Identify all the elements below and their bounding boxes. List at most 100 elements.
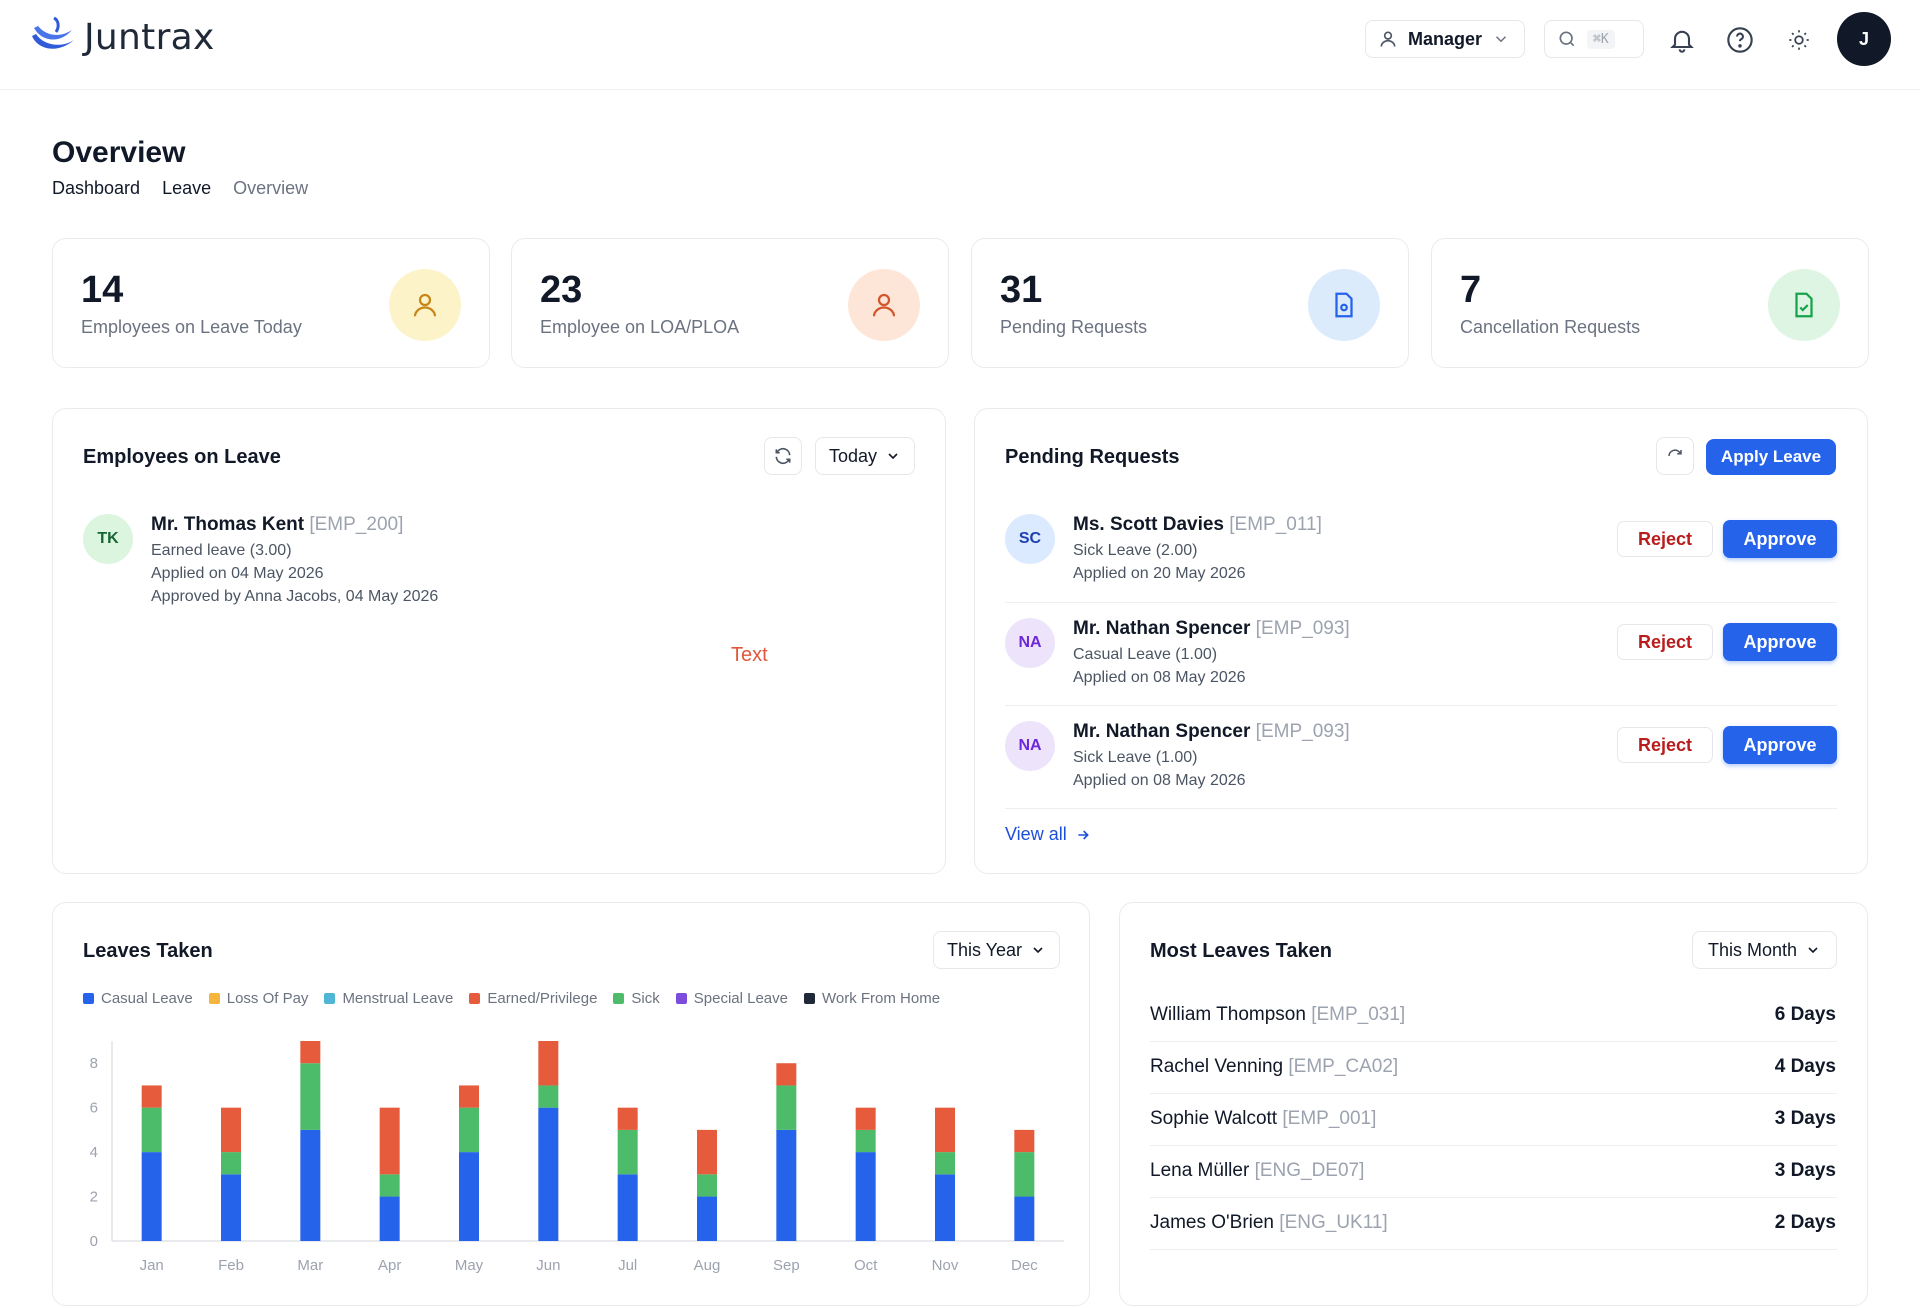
reload-button[interactable] [1656, 437, 1694, 475]
bar-segment-sick[interactable] [697, 1174, 717, 1197]
pending-requests-title: Pending Requests [1005, 446, 1180, 468]
bar-segment-sick[interactable] [379, 1174, 400, 1197]
employee-id: [EMP_CA02] [1288, 1056, 1399, 1077]
bar-segment-sick[interactable] [300, 1063, 321, 1130]
list-item[interactable]: James O'Brien [ENG_UK11] [1150, 1212, 1388, 1234]
reject-button[interactable]: Reject [1617, 727, 1713, 763]
view-all-link[interactable]: View all [1005, 824, 1091, 845]
applied-date: Applied on 04 May 2026 [151, 565, 324, 582]
bar-segment-earned-privilege[interactable] [379, 1107, 400, 1175]
employees-on-leave-filter[interactable]: Today [815, 437, 915, 475]
app-logo[interactable]: Juntrax [28, 14, 215, 60]
list-item[interactable]: Lena Müller [ENG_DE07] [1150, 1160, 1364, 1182]
legend-item[interactable]: Sick [613, 990, 660, 1007]
legend-item[interactable]: Work From Home [803, 990, 940, 1007]
employee-id: [EMP_200] [309, 514, 404, 535]
bar-segment-casual-leave[interactable] [538, 1107, 559, 1241]
bar-segment-casual-leave[interactable] [697, 1196, 717, 1241]
stat-card-pending-requests[interactable]: 31 Pending Requests [971, 238, 1409, 368]
employee-name-line[interactable]: Mr. Thomas Kent [EMP_200] [151, 514, 403, 536]
bar-segment-earned-privilege[interactable] [617, 1107, 638, 1130]
legend-label: Earned/Privilege [487, 990, 598, 1007]
bar-segment-earned-privilege[interactable] [935, 1107, 955, 1153]
bar-segment-earned-privilege[interactable] [459, 1085, 479, 1108]
legend-item[interactable]: Earned/Privilege [469, 990, 597, 1007]
bar-segment-casual-leave[interactable] [221, 1174, 241, 1241]
search-button[interactable]: ⌘K [1544, 20, 1644, 58]
reject-button[interactable]: Reject [1617, 521, 1713, 557]
bar-segment-casual-leave[interactable] [379, 1196, 400, 1241]
sun-icon [1789, 30, 1809, 50]
bar-segment-earned-privilege[interactable] [141, 1085, 162, 1108]
bar-segment-casual-leave[interactable] [459, 1152, 479, 1241]
divider [1005, 705, 1837, 706]
bar-segment-sick[interactable] [935, 1152, 955, 1175]
role-switcher-button[interactable]: Manager [1365, 20, 1525, 58]
avatar: TK [83, 514, 133, 564]
bar-segment-casual-leave[interactable] [617, 1174, 638, 1241]
stat-icon-badge [389, 269, 461, 341]
stat-card-cancellation-requests[interactable]: 7 Cancellation Requests [1431, 238, 1869, 368]
user-avatar[interactable]: J [1837, 12, 1891, 66]
request-employee-line[interactable]: Mr. Nathan Spencer [EMP_093] [1073, 618, 1350, 640]
refresh-button[interactable] [764, 437, 802, 475]
document-check-icon [1795, 292, 1813, 318]
legend-label: Sick [631, 990, 660, 1007]
legend-item[interactable]: Casual Leave [83, 990, 193, 1007]
bar-segment-casual-leave[interactable] [1014, 1196, 1035, 1241]
leaves-taken-filter[interactable]: This Year [933, 931, 1060, 969]
x-tick-label: Aug [694, 1257, 721, 1274]
days-count: 3 Days [1774, 1160, 1836, 1181]
avatar: NA [1005, 618, 1055, 668]
refresh-icon [775, 447, 791, 465]
most-leaves-filter[interactable]: This Month [1692, 931, 1837, 969]
bar-segment-sick[interactable] [1014, 1152, 1035, 1197]
bar-segment-earned-privilege[interactable] [1014, 1129, 1035, 1153]
bar-segment-sick[interactable] [538, 1085, 559, 1108]
breadcrumb-leave[interactable]: Leave [162, 178, 212, 198]
bar-segment-earned-privilege[interactable] [855, 1107, 876, 1130]
stat-label: Pending Requests [1000, 317, 1148, 337]
bar-segment-earned-privilege[interactable] [221, 1107, 241, 1153]
bar-segment-sick[interactable] [855, 1129, 876, 1153]
stat-card-loa-ploa[interactable]: 23 Employee on LOA/PLOA [511, 238, 949, 368]
help-icon [1727, 27, 1753, 53]
bar-segment-casual-leave[interactable] [300, 1129, 321, 1241]
notifications-button[interactable] [1666, 24, 1698, 56]
bar-segment-casual-leave[interactable] [855, 1152, 876, 1241]
bar-segment-sick[interactable] [776, 1085, 797, 1130]
bar-segment-earned-privilege[interactable] [538, 1041, 559, 1086]
list-item[interactable]: Rachel Venning [EMP_CA02] [1150, 1056, 1398, 1078]
bar-segment-casual-leave[interactable] [776, 1129, 797, 1241]
approve-button[interactable]: Approve [1723, 520, 1837, 558]
legend-item[interactable]: Loss Of Pay [208, 990, 308, 1007]
reject-button[interactable]: Reject [1617, 624, 1713, 660]
breadcrumb-dashboard[interactable]: Dashboard [52, 178, 141, 198]
request-employee-line[interactable]: Ms. Scott Davies [EMP_011] [1073, 514, 1322, 536]
approve-button[interactable]: Approve [1723, 623, 1837, 661]
most-leaves-title: Most Leaves Taken [1150, 940, 1332, 962]
employee-id: [EMP_093] [1255, 721, 1350, 742]
bar-segment-casual-leave[interactable] [141, 1152, 162, 1241]
list-item[interactable]: Sophie Walcott [EMP_001] [1150, 1108, 1376, 1130]
stat-icon-badge [1768, 269, 1840, 341]
chevron-down-icon [1496, 36, 1507, 43]
help-button[interactable] [1724, 24, 1756, 56]
list-item[interactable]: William Thompson [EMP_031] [1150, 1004, 1405, 1026]
bar-segment-casual-leave[interactable] [935, 1174, 955, 1241]
request-employee-line[interactable]: Mr. Nathan Spencer [EMP_093] [1073, 721, 1350, 743]
apply-leave-button[interactable]: Apply Leave [1706, 439, 1836, 475]
stat-card-on-leave-today[interactable]: 14 Employees on Leave Today [52, 238, 490, 368]
bar-segment-sick[interactable] [221, 1152, 241, 1175]
bar-segment-earned-privilege[interactable] [300, 1041, 321, 1064]
bar-segment-earned-privilege[interactable] [697, 1129, 717, 1175]
bar-segment-sick[interactable] [141, 1107, 162, 1153]
approve-button[interactable]: Approve [1723, 726, 1837, 764]
bar-segment-earned-privilege[interactable] [776, 1063, 797, 1086]
theme-toggle-button[interactable] [1783, 24, 1815, 56]
bar-segment-sick[interactable] [617, 1129, 638, 1175]
legend-item[interactable]: Menstrual Leave [324, 990, 453, 1007]
bar-segment-sick[interactable] [459, 1107, 479, 1153]
legend-item[interactable]: Special Leave [675, 990, 788, 1007]
search-shortcut: ⌘K [1587, 29, 1615, 49]
